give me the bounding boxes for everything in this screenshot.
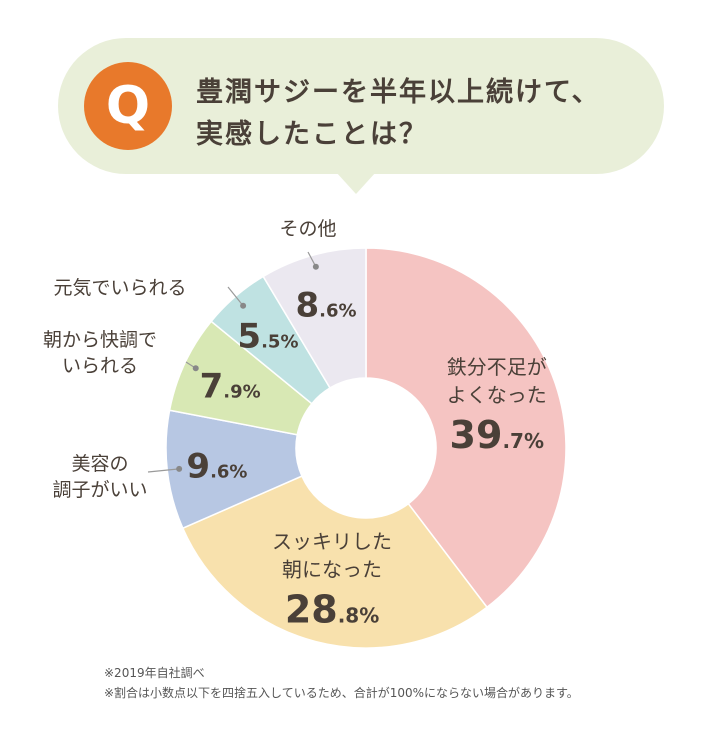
- slice-label-1-line-0: スッキリした: [272, 530, 392, 554]
- leader-dot-3: [192, 365, 199, 372]
- question-line-2: 実感したことは？: [196, 119, 428, 150]
- slice-value-2: 9.6%: [186, 447, 247, 487]
- leader-dot-4: [240, 302, 247, 309]
- slice-label-4-line-0: 元気でいられる: [53, 277, 186, 299]
- leader-dot-2: [176, 465, 183, 472]
- slice-value-1: 28.8%: [285, 588, 379, 632]
- footnote-rounding: ※割合は小数点以下を四捨五入しているため、合計が100%にならない場合があります…: [104, 686, 579, 700]
- slice-value-3: 7.9%: [200, 366, 261, 406]
- question-line-1: 豊潤サジーを半年以上続けて、: [196, 77, 601, 108]
- slice-label-2-line-1: 調子がいい: [52, 479, 147, 501]
- slice-value-4: 5.5%: [237, 316, 298, 356]
- slice-value-5: 8.6%: [295, 285, 356, 325]
- footnote-survey: ※2019年自社調べ: [104, 666, 205, 680]
- donut-hole: [296, 378, 436, 518]
- slice-label-5-line-0: その他: [279, 218, 336, 240]
- slice-label-3-line-0: 朝から快調で: [43, 329, 157, 351]
- slice-value-0: 39.7%: [450, 413, 544, 457]
- slice-label-1-line-1: 朝になった: [282, 558, 382, 582]
- slice-label-0-line-0: 鉄分不足が: [447, 355, 547, 379]
- leader-dot-5: [312, 263, 319, 270]
- q-badge: Q: [84, 62, 172, 150]
- leader-line-2: [147, 468, 180, 473]
- leader-line-4: [227, 286, 244, 307]
- slice-label-3-line-1: いられる: [62, 355, 138, 377]
- question-bubble-tail: [336, 172, 376, 194]
- slice-label-0-line-1: よくなった: [447, 383, 547, 407]
- slice-label-2-line-0: 美容の: [71, 453, 128, 475]
